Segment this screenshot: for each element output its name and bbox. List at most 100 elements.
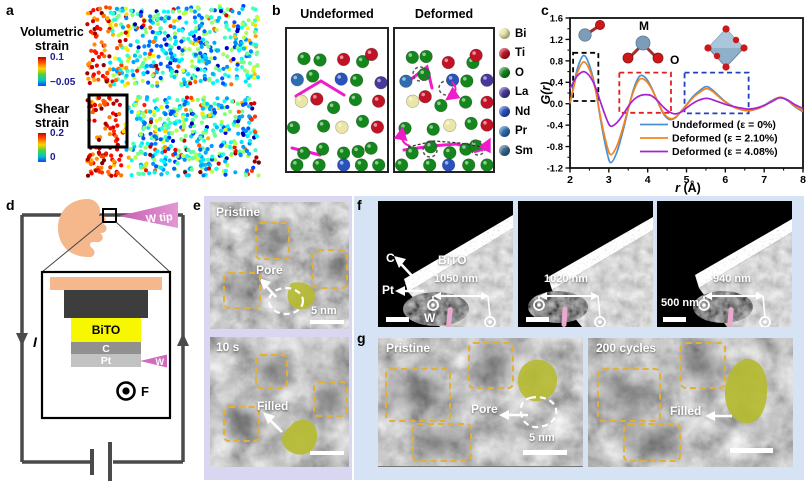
tem-image-pristine-pore: Pristine Pore 5 nm <box>210 202 349 329</box>
grain-outline-box <box>385 368 451 422</box>
pore-annotation: Pore <box>471 402 498 416</box>
atom-o <box>315 142 330 156</box>
panel-d-label: d <box>6 197 15 213</box>
shear-max-label: 0.2 <box>50 128 64 139</box>
atom-o <box>419 49 433 64</box>
atom-ti <box>418 90 432 104</box>
atom-nd <box>334 72 348 86</box>
atom-o <box>398 121 412 135</box>
atom-o <box>459 95 473 109</box>
molecule-m-label: M <box>639 19 649 33</box>
atom-o <box>348 92 362 107</box>
molecule-o-label: O <box>670 53 679 67</box>
atom-color-dot <box>499 145 510 157</box>
atom-nd <box>337 158 351 172</box>
filled-pore-highlight <box>282 419 318 455</box>
atom-o <box>405 146 419 160</box>
grain-outline-box <box>623 423 681 462</box>
pore-outline <box>519 396 558 429</box>
atom-o <box>372 158 386 172</box>
atom-pr <box>290 73 304 87</box>
tem-image-g-200cycles: 200 cycles Filled <box>588 338 793 467</box>
undeformed-title: Undeformed <box>300 7 374 21</box>
atom-o <box>297 146 311 160</box>
atom-la <box>480 73 494 87</box>
chart-legend-label: Deformed (ε = 4.08%) <box>672 146 778 158</box>
atom-o <box>313 53 327 67</box>
scale-bar <box>310 451 344 455</box>
panel-c-label: c <box>541 2 549 18</box>
y-tick-label: 0.0 <box>550 99 563 110</box>
pore-arrow-icon <box>265 285 277 298</box>
grain-outline-box <box>312 249 348 289</box>
experimental-setup-schematic: I W tip BiTO C Pt W F <box>16 199 189 481</box>
scale-text: 500 nm <box>661 297 699 309</box>
x-tick-label: 2 <box>567 174 573 186</box>
displacement-arrow-icon <box>393 126 411 147</box>
grain-outline-box <box>412 423 472 462</box>
atom-bi <box>406 94 420 108</box>
w-tip-icon <box>119 202 178 228</box>
frame-title: Pristine <box>216 205 261 219</box>
x-tick-label: 3 <box>606 174 612 186</box>
displacement-outline <box>412 66 428 82</box>
atom-o <box>480 158 494 172</box>
atom-o <box>316 119 331 133</box>
octahedron-molecule <box>704 25 748 71</box>
atom-ti <box>310 92 324 106</box>
y-tick-label: -1.2 <box>547 163 563 174</box>
atom-o <box>355 114 370 128</box>
atom-legend-item-nd: Nd <box>499 102 533 122</box>
atom-o <box>394 158 409 172</box>
displacement-arrow-icon <box>473 137 491 154</box>
carbon-label: C <box>386 251 395 265</box>
y-tick-label: 1.2 <box>550 35 563 46</box>
filled-arrow-icon <box>269 419 283 433</box>
distance-label: 1020 nm <box>544 273 589 285</box>
atom-o <box>286 120 301 135</box>
atom-o <box>364 141 378 155</box>
x-tick-label: 5 <box>684 174 690 186</box>
atomic-structures <box>285 27 495 173</box>
zoom-region-box <box>102 208 117 223</box>
volumetric-max-label: 0.1 <box>50 52 64 63</box>
atom-o <box>336 146 351 160</box>
w-probe-tip-icon <box>446 307 453 327</box>
scale-bar <box>730 448 773 453</box>
mo2-bent-molecule: M O <box>622 19 679 67</box>
atom-ti <box>370 120 384 134</box>
atom-o <box>460 74 474 88</box>
filled-pore-highlight <box>724 358 768 424</box>
atom-color-dot <box>499 47 510 59</box>
contact-symbol-icon <box>759 316 771 327</box>
strain-maps <box>85 4 261 178</box>
atom-o <box>405 50 419 64</box>
atom-legend-item-la: La <box>499 83 533 103</box>
peak-annotation-box <box>683 71 750 115</box>
current-arrow-down-icon <box>16 333 28 346</box>
contact-symbol-icon <box>427 299 439 311</box>
atom-o <box>312 158 326 172</box>
atom-color-dot <box>499 67 510 79</box>
holder-bar <box>50 277 162 290</box>
distance-label: 940 nm <box>713 273 751 285</box>
roi-box <box>87 93 129 149</box>
grain-outline-box <box>255 354 288 389</box>
bond-line <box>408 64 434 90</box>
tem-image-10s-filled: 10 s Filled <box>210 337 349 467</box>
undeformed-structure <box>285 27 389 173</box>
atom-color-dot <box>499 86 510 98</box>
y-tick-label: 0.4 <box>550 78 564 89</box>
volumetric-min-label: −0.05 <box>50 77 76 88</box>
atom-o <box>290 158 304 172</box>
atom-o <box>423 158 437 172</box>
w-probe-tip-icon <box>727 307 734 327</box>
grain-outline-box <box>468 342 514 389</box>
atom-color-dot <box>499 106 510 118</box>
pore-outline <box>267 286 305 316</box>
bito-layer <box>71 318 141 342</box>
atom-ti <box>480 118 494 132</box>
atom-o <box>306 69 320 83</box>
atom-legend-label: La <box>515 86 529 99</box>
atom-o <box>426 122 440 136</box>
